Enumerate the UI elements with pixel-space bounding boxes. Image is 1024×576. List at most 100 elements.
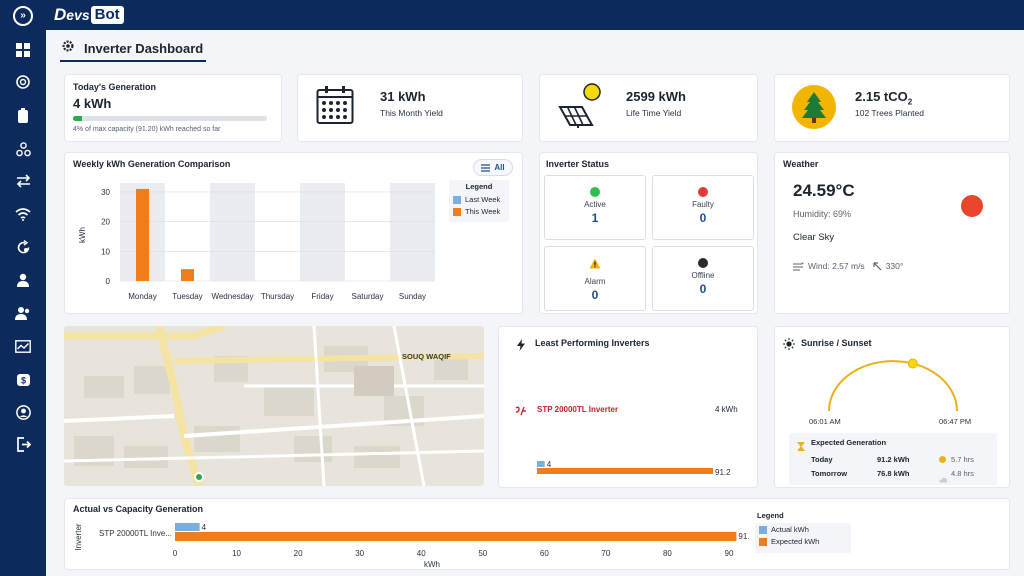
sun-path-arc [829,361,957,411]
solar-panel-sun-icon [556,81,604,134]
account-circle-icon[interactable] [14,403,32,421]
legend-actual: Actual kWh [759,525,847,534]
generation-progress-bar [73,116,267,121]
actual-vs-capacity-card: Actual vs Capacity Generation Inverter ST… [64,498,1010,570]
expected-generation-panel: Expected Generation Today 91.2 kWh 5.7 h… [789,433,997,485]
inverter-fault-icon [515,403,527,421]
month-yield-card: 31 kWh This Month Yield [297,74,523,142]
capacity-x-tick: 30 [355,549,364,558]
globe-icon[interactable] [14,73,32,91]
todays-generation-card: Today's Generation 4 kWh 4% of max capac… [64,74,282,142]
sun-position-marker [908,359,917,368]
weather-title: Weather [783,159,818,169]
capacity-x-tick: 80 [663,549,672,558]
logout-icon[interactable] [14,435,32,453]
lifetime-yield-label: Life Time Yield [626,108,681,118]
capacity-x-tick: 40 [417,549,426,558]
weekly-y-tick: 30 [101,188,110,197]
today-label: Today [811,455,833,464]
sunrise-time: 06:01 AM [809,417,841,426]
weekly-x-tick: Tuesday [172,292,202,301]
least-actual-bar[interactable] [537,461,545,467]
faulty-status-icon [698,187,708,197]
co2-trees-card: 2.15 tCO2 102 Trees Planted [774,74,1010,142]
weekly-y-tick: 10 [101,247,110,256]
capacity-legend: Legend Actual kWh Expected kWh [755,511,851,553]
capacity-bar-chart: InverterSTP 20000TL Inve...491.201020304… [65,499,749,571]
status-offline[interactable]: Offline 0 [652,246,754,311]
capacity-x-tick: 90 [725,549,734,558]
weekly-legend: Legend Last Week This Week [449,180,509,222]
capacity-expected-bar[interactable] [175,532,736,541]
weather-temperature: 24.59°C [793,181,855,201]
hourglass-icon [797,438,805,456]
capacity-x-tick: 60 [540,549,549,558]
weather-condition: Clear Sky [793,232,834,243]
this-week-bar[interactable] [136,189,149,281]
least-inverter-name: STP 20000TL Inverter [537,405,618,414]
capacity-x-tick: 10 [232,549,241,558]
least-performing-card: Least Performing Inverters STP 20000TL I… [498,326,758,488]
month-yield-value: 31 kWh [380,89,426,104]
page-title: Inverter Dashboard [84,41,203,56]
capacity-x-tick: 20 [294,549,303,558]
refresh-settings-icon[interactable] [14,238,32,256]
status-alarm[interactable]: Alarm 0 [544,246,646,311]
page-title-underline [60,60,206,62]
todays-generation-value: 4 kWh [73,96,111,111]
weather-humidity: Humidity: 69% [793,209,851,219]
status-faulty[interactable]: Faulty 0 [652,175,754,240]
today-sun-hours: 5.7 hrs [951,455,974,464]
capacity-actual-bar[interactable] [175,523,200,531]
trees-planted-label: 102 Trees Planted [855,108,924,118]
active-status-icon [590,187,600,197]
co2-value: 2.15 tCO2 [855,89,912,107]
sun-arc [775,353,1011,413]
weekly-x-tick: Sunday [399,292,426,301]
least-expected-bar[interactable] [537,468,713,474]
user-icon[interactable] [14,271,32,289]
generation-progress-note: 4% of max capacity (91.20) kWh reached s… [73,126,220,133]
wind-icon [793,262,804,271]
payments-icon[interactable]: $ [14,370,32,388]
legend-last-week: Last Week [453,195,509,204]
calendar-icon [316,85,354,130]
least-inverter-value: 4 kWh [715,405,738,414]
weekly-x-tick: Friday [311,292,333,301]
expand-sidebar-icon[interactable]: » [13,6,33,26]
weekly-day-band [210,183,255,281]
offline-status-icon [698,258,708,268]
todays-generation-title: Today's Generation [73,82,156,92]
top-bar [0,0,1024,30]
dashboard-grid-icon[interactable] [14,41,32,59]
least-actual-label: 4 [547,461,552,469]
capacity-x-tick: 0 [173,549,178,558]
tomorrow-sun-hours: 4.8 hrs [951,469,974,478]
location-marker-icon[interactable] [194,472,204,482]
capacity-x-tick: 70 [601,549,610,558]
transfer-icon[interactable] [14,172,32,190]
inverter-status-card: Inverter Status Active 1 Faulty 0 Alarm … [539,152,758,314]
weather-wind: Wind: 2.57 m/s 330° [793,261,903,271]
least-expected-label: 91.2 [715,468,731,477]
weekly-y-axis-label: kWh [78,227,87,243]
users-icon[interactable] [14,304,32,322]
location-map[interactable]: SOUQ WAQIF [64,326,484,486]
wind-direction-icon [873,262,882,271]
wifi-icon[interactable] [14,205,32,223]
filter-icon [481,164,490,172]
battery-icon[interactable] [14,106,32,124]
this-week-bar[interactable] [181,269,194,281]
least-performing-bars: 491.2 [499,461,759,483]
status-active[interactable]: Active 1 [544,175,646,240]
weekly-bar-chart: kWh 0 10 20 30 Monday Tuesday Wednesday Thursday… [65,173,440,308]
cloud-sun-icon [939,470,948,488]
lifetime-yield-card: 2599 kWh Life Time Yield [539,74,758,142]
sun-weather-icon [961,195,983,217]
network-icon[interactable] [14,140,32,158]
analytics-icon[interactable] [14,337,32,355]
weekly-day-band [300,183,345,281]
capacity-expected-label: 91.2 [738,532,749,541]
weekly-chart-title: Weekly kWh Generation Comparison [73,159,230,169]
weekly-filter-button[interactable]: All [473,159,513,176]
